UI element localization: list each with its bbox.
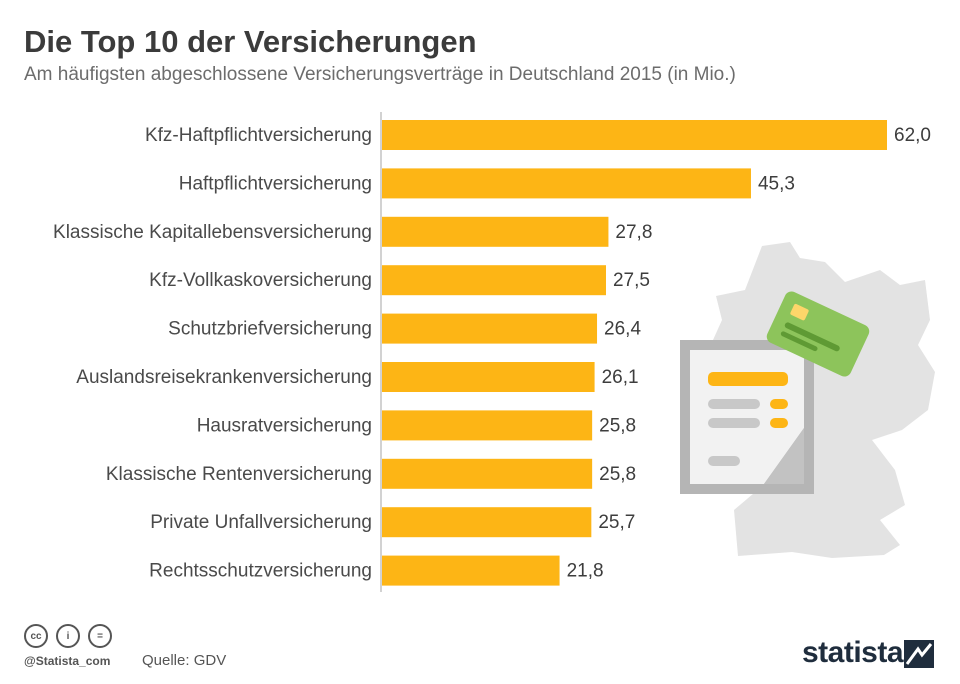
value-label: 25,7 — [598, 512, 635, 533]
nd-icon: = — [88, 624, 112, 648]
value-label: 62,0 — [894, 125, 931, 146]
value-label: 25,8 — [599, 415, 636, 436]
document-icon — [680, 340, 814, 494]
bar[interactable] — [382, 362, 595, 392]
category-label: Schutzbriefversicherung — [168, 319, 372, 340]
category-label: Klassische Rentenversicherung — [106, 464, 372, 485]
bars-group: Kfz-Haftpflichtversicherung 62,0 Haftpflic… — [53, 120, 931, 586]
bar[interactable] — [382, 410, 593, 441]
chart-title: Die Top 10 der Versicherungen — [24, 24, 477, 59]
value-label: 45,3 — [758, 173, 795, 194]
category-label: Private Unfallversicherung — [150, 512, 372, 533]
bar[interactable] — [382, 313, 598, 344]
cc-icon: cc — [24, 624, 48, 648]
value-label: 26,1 — [602, 367, 639, 388]
bar[interactable] — [382, 265, 606, 296]
category-label: Hausratversicherung — [197, 415, 372, 436]
bar[interactable] — [382, 168, 751, 199]
value-label: 21,8 — [567, 561, 604, 582]
bar[interactable] — [382, 555, 560, 586]
statista-handle: @Statista_com — [24, 654, 111, 668]
license-icons: cc i = — [24, 624, 112, 648]
bar[interactable] — [382, 507, 592, 538]
category-label: Rechtsschutzversicherung — [149, 561, 372, 582]
category-label: Kfz-Haftpflichtversicherung — [145, 125, 372, 146]
category-label: Kfz-Vollkaskoversicherung — [149, 270, 372, 291]
brand-logo-text[interactable]: statista — [802, 636, 904, 669]
bar[interactable] — [382, 216, 609, 247]
category-label: Haftpflichtversicherung — [179, 173, 372, 194]
value-label: 26,4 — [604, 319, 641, 340]
value-label: 25,8 — [599, 464, 636, 485]
category-label: Klassische Kapitallebensversicherung — [53, 222, 372, 243]
by-icon: i — [56, 624, 80, 648]
bar[interactable] — [382, 458, 593, 489]
chart-subtitle: Am häufigsten abgeschlossene Versicherun… — [24, 64, 736, 85]
credit-card-icon — [766, 291, 870, 377]
value-label: 27,5 — [613, 270, 650, 291]
value-label: 27,8 — [615, 222, 652, 243]
source-label: Quelle: GDV — [142, 652, 227, 669]
category-label: Auslandsreisekrankenversicherung — [76, 367, 372, 388]
brand-mark-icon — [904, 640, 934, 668]
bar[interactable] — [382, 120, 887, 150]
